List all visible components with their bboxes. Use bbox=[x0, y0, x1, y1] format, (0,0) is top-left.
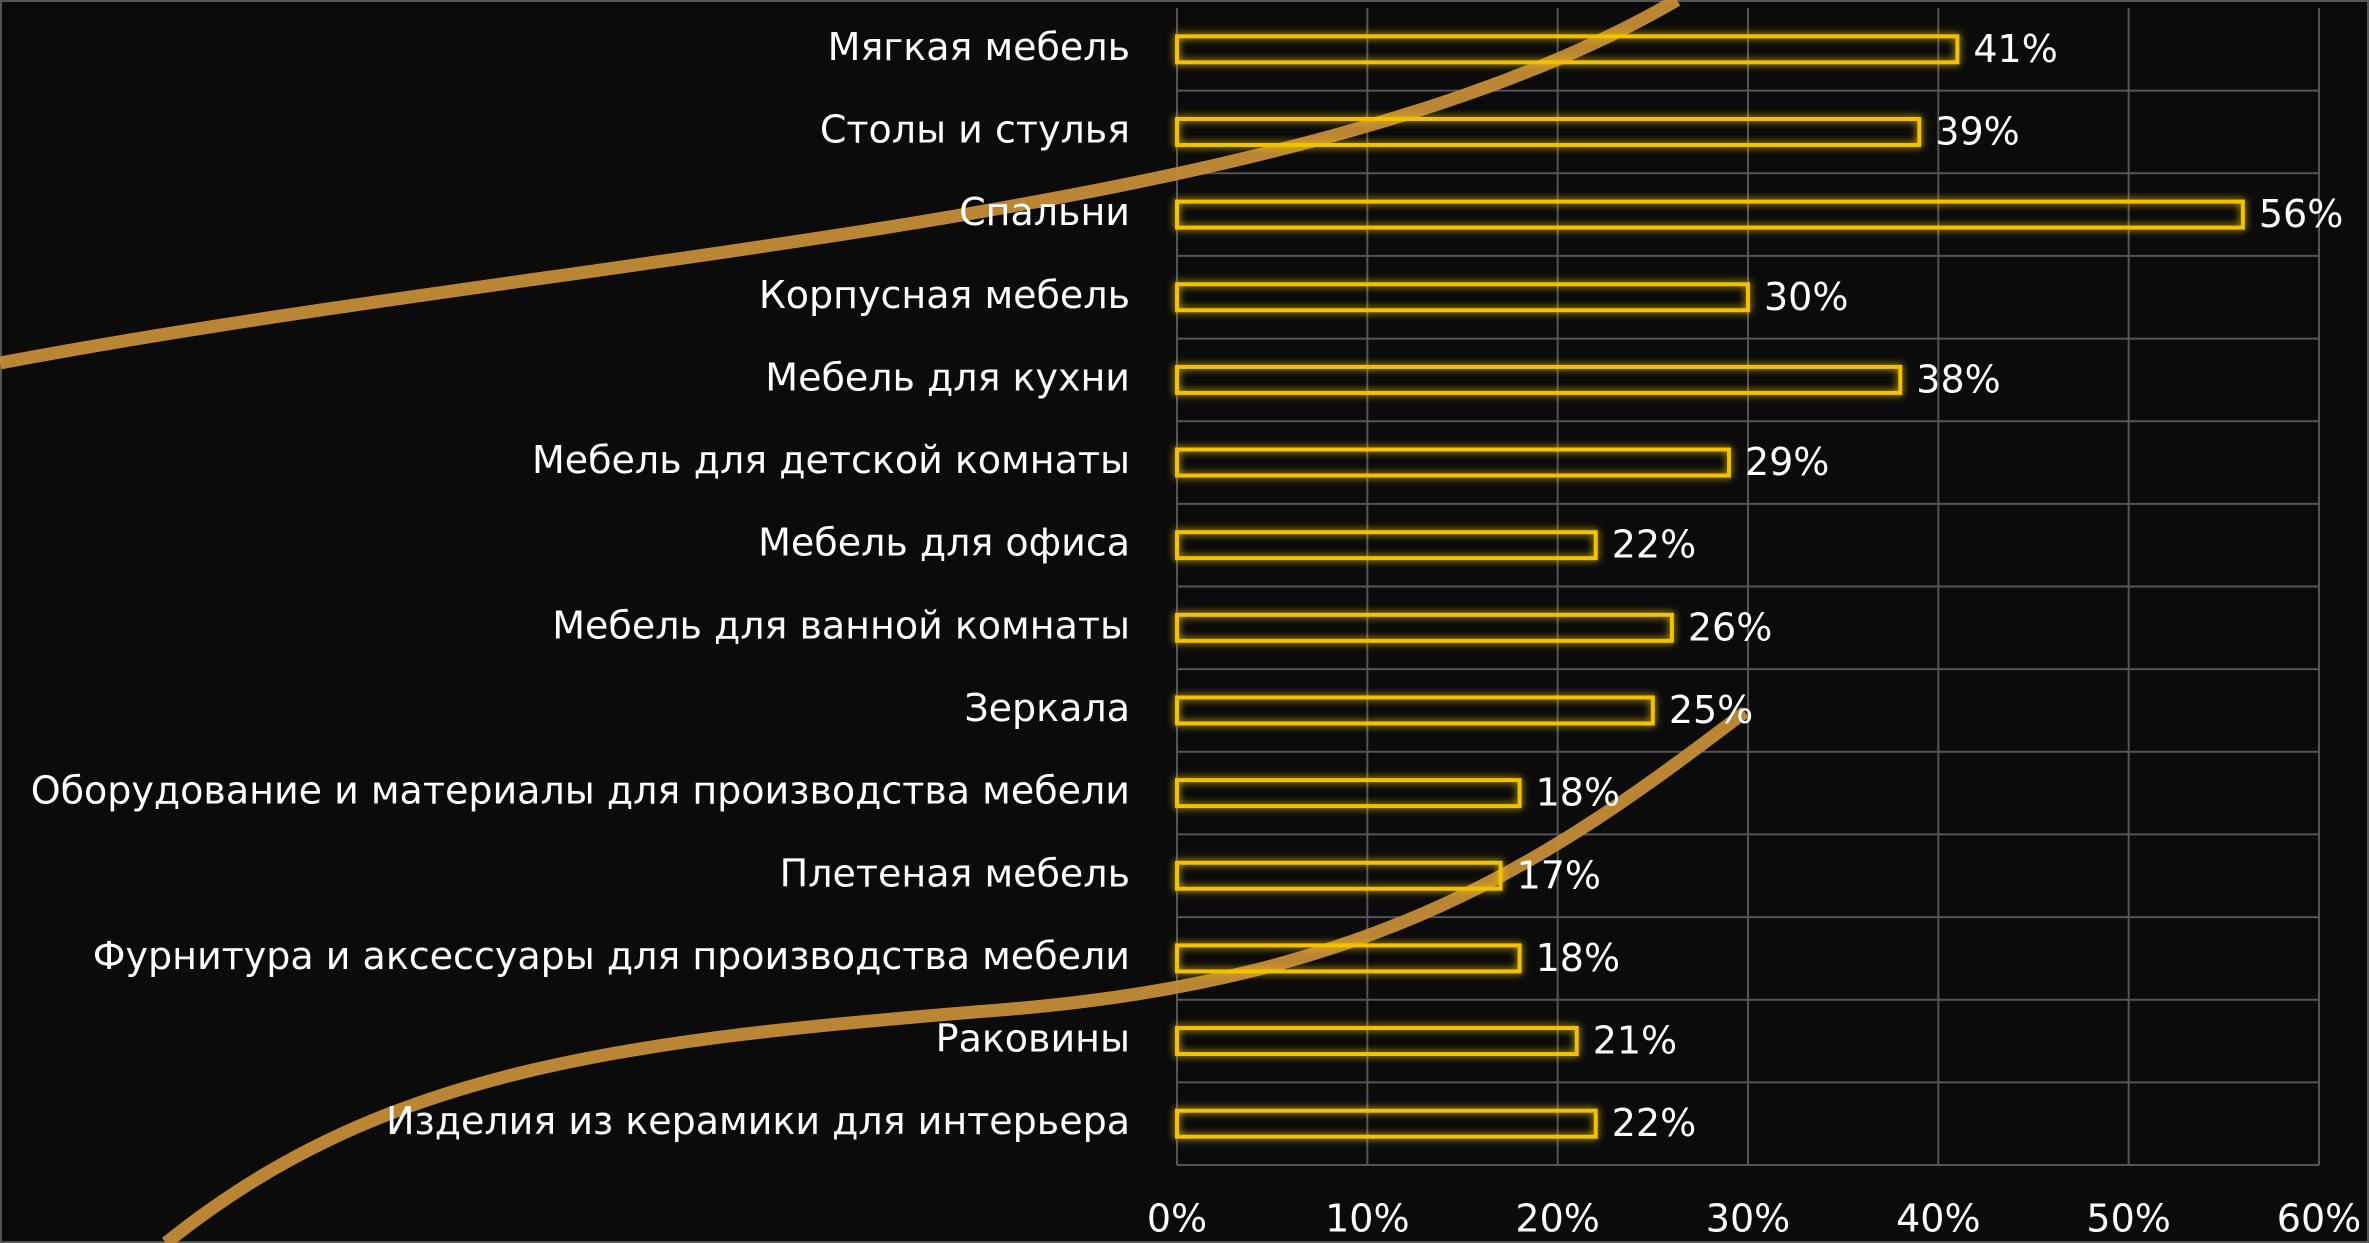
category-label: Столы и стулья bbox=[820, 107, 1130, 151]
data-label: 38% bbox=[1916, 357, 2000, 401]
data-label: 17% bbox=[1517, 853, 1601, 897]
x-tick-label: 0% bbox=[1147, 1197, 1207, 1241]
x-tick-label: 50% bbox=[2086, 1197, 2170, 1241]
category-label: Мебель для офиса bbox=[758, 521, 1130, 565]
category-label: Плетеная мебель bbox=[780, 851, 1130, 895]
category-label: Зеркала bbox=[964, 686, 1130, 730]
data-label: 41% bbox=[1973, 27, 2057, 71]
category-label: Мебель для детской комнаты bbox=[532, 438, 1130, 482]
category-label: Фурнитура и аксессуары для производства … bbox=[93, 934, 1130, 978]
data-label: 30% bbox=[1764, 275, 1848, 319]
x-tick-label: 30% bbox=[1706, 1197, 1790, 1241]
x-tick-label: 60% bbox=[2277, 1197, 2361, 1241]
data-label: 18% bbox=[1536, 771, 1620, 815]
data-label: 21% bbox=[1593, 1019, 1677, 1063]
category-label: Раковины bbox=[936, 1017, 1130, 1061]
data-label: 29% bbox=[1745, 440, 1829, 484]
data-label: 26% bbox=[1688, 605, 1772, 649]
category-label: Корпусная мебель bbox=[759, 273, 1130, 317]
category-label: Изделия из керамики для интерьера bbox=[386, 1099, 1130, 1143]
category-label: Мебель для ванной комнаты bbox=[552, 603, 1130, 647]
data-label: 56% bbox=[2259, 192, 2343, 236]
x-tick-label: 40% bbox=[1896, 1197, 1980, 1241]
data-label: 25% bbox=[1669, 688, 1753, 732]
x-tick-label: 10% bbox=[1325, 1197, 1409, 1241]
chart: 0% 10% 20% 30% 40% 50% 60% Мягкая мебель 41% Стол… bbox=[0, 0, 2369, 1243]
data-label: 22% bbox=[1612, 523, 1696, 567]
category-label: Оборудование и материалы для производств… bbox=[31, 769, 1130, 813]
category-label: Мебель для кухни bbox=[765, 355, 1130, 399]
data-label: 22% bbox=[1612, 1101, 1696, 1145]
data-label: 18% bbox=[1536, 936, 1620, 980]
category-label: Мягкая мебель bbox=[828, 25, 1130, 69]
data-label: 39% bbox=[1935, 109, 2019, 153]
x-tick-label: 20% bbox=[1515, 1197, 1599, 1241]
category-label: Спальни bbox=[959, 190, 1130, 234]
